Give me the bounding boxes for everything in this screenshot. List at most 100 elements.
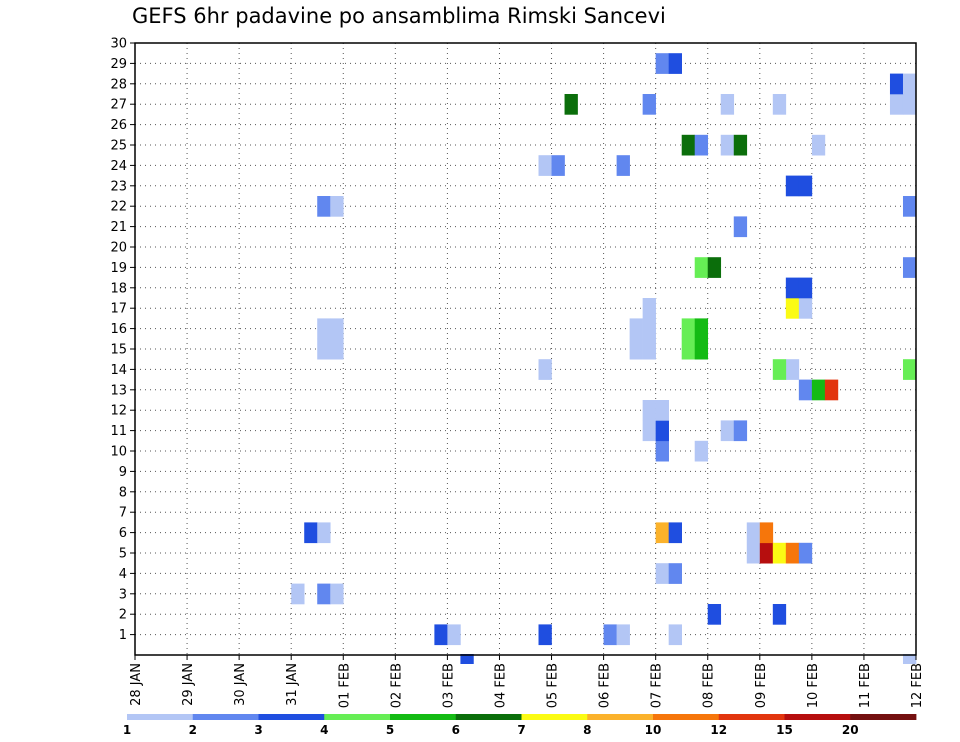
colorbar-label: 15: [776, 723, 793, 737]
y-tick-label: 25: [110, 139, 127, 154]
heatmap-cell: [317, 338, 331, 360]
heatmap-cell: [785, 542, 800, 564]
heatmap-cell: [616, 624, 630, 646]
x-tick-label: 02 FEB: [389, 663, 404, 708]
y-tick-label: 8: [119, 485, 127, 500]
heatmap-cell: [707, 257, 722, 278]
y-tick-label: 16: [110, 322, 127, 337]
colorbar-label: 5: [386, 723, 394, 737]
x-tick-label: 30 JAN: [233, 663, 248, 706]
y-tick-label: 7: [119, 506, 127, 521]
y-tick-label: 15: [110, 343, 127, 358]
heatmap-cell: [720, 420, 735, 442]
y-tick-label: 27: [110, 98, 127, 113]
x-tick-label: 28 JAN: [129, 663, 144, 706]
y-tick-label: 13: [110, 383, 127, 398]
heatmap-cell: [629, 318, 643, 340]
y-tick-label: 3: [119, 587, 127, 602]
heatmap-cell: [746, 522, 761, 544]
colorbar-label: 6: [452, 723, 460, 737]
x-tick-label: 29 JAN: [181, 663, 196, 706]
heatmap-cell: [304, 522, 318, 544]
colorbar-swatch: [521, 714, 588, 720]
heatmap-cell: [668, 563, 682, 584]
heatmap-cell: [434, 624, 448, 646]
heatmap-cell: [772, 542, 787, 564]
heatmap-cell: [668, 624, 682, 646]
heatmap-cell: [317, 522, 331, 544]
colorbar-swatch: [587, 714, 654, 720]
heatmap-cell: [694, 257, 709, 278]
heatmap-cell: [707, 604, 722, 625]
colorbar-swatch: [850, 714, 917, 720]
heatmap-cell: [616, 155, 630, 176]
heatmap-cell: [564, 94, 578, 115]
y-tick-label: 30: [110, 37, 127, 52]
x-tick-label: 12 FEB: [910, 663, 925, 708]
heatmap-cell: [642, 318, 656, 340]
heatmap-cell: [642, 400, 656, 421]
heatmap-cell: [902, 359, 917, 380]
heatmap-cell: [538, 359, 552, 380]
y-tick-label: 29: [110, 57, 127, 72]
y-tick-label: 10: [110, 445, 127, 460]
heatmap-cell: [733, 134, 748, 156]
chart-title: GEFS 6hr padavine po ansamblima Rimski S…: [132, 4, 666, 28]
colorbar-swatch: [455, 714, 522, 720]
heatmap-cell: [681, 134, 696, 156]
heatmap-cell: [317, 583, 331, 605]
y-tick-label: 20: [110, 241, 127, 256]
y-tick-label: 5: [119, 547, 127, 562]
heatmap-cell: [824, 379, 839, 401]
colorbar-label: 7: [517, 723, 525, 737]
x-tick-label: 03 FEB: [441, 663, 456, 708]
heatmap-cell: [317, 196, 331, 217]
heatmap-cell: [746, 542, 761, 564]
heatmap-cell: [694, 318, 709, 340]
heatmap-cell: [733, 216, 748, 238]
colorbar-swatch: [390, 714, 457, 720]
heatmap-cell: [629, 338, 643, 360]
colorbar-label: 2: [189, 723, 197, 737]
heatmap-cell: [317, 318, 331, 340]
heatmap-cell: [538, 624, 552, 646]
heatmap-cell: [330, 338, 344, 360]
y-tick-label: 12: [110, 404, 127, 419]
y-tick-label: 17: [110, 302, 127, 317]
heatmap-cell: [655, 400, 669, 421]
heatmap-cell: [681, 318, 696, 340]
heatmap-cell: [538, 155, 552, 176]
heatmap-cell: [785, 298, 800, 319]
colorbar-label: 12: [710, 723, 727, 737]
heatmap-cell: [694, 134, 709, 156]
heatmap-cell: [642, 94, 656, 115]
x-tick-label: 01 FEB: [337, 663, 352, 708]
heatmap-cell: [902, 654, 917, 664]
colorbar-swatch: [784, 714, 851, 720]
y-tick-label: 28: [110, 77, 127, 92]
y-tick-label: 6: [119, 526, 127, 541]
heatmap-cell: [798, 277, 813, 299]
colorbar-swatch: [653, 714, 720, 720]
heatmap-cell: [655, 53, 669, 74]
colorbar-label: 4: [320, 723, 328, 737]
y-tick-label: 14: [110, 363, 127, 378]
y-tick-label: 2: [119, 608, 127, 623]
y-tick-label: 24: [110, 159, 127, 174]
heatmap-cell: [655, 440, 669, 462]
heatmap-cell: [551, 155, 565, 176]
heatmap-cell: [720, 134, 735, 156]
heatmap-cell: [759, 522, 774, 544]
heatmap-cell: [772, 359, 787, 380]
colorbar-label: 10: [645, 723, 662, 737]
x-tick-label: 09 FEB: [754, 663, 769, 708]
y-tick-label: 9: [119, 465, 127, 480]
heatmap-cell: [889, 73, 904, 95]
heatmap-cell: [694, 440, 709, 462]
heatmap-cell: [798, 175, 813, 197]
x-tick-label: 05 FEB: [546, 663, 561, 708]
heatmap-cell: [460, 654, 474, 664]
colorbar-swatch: [718, 714, 785, 720]
x-tick-label: 04 FEB: [493, 663, 508, 708]
y-axis: 1234567891011121314151617181920212223242…: [110, 37, 135, 643]
